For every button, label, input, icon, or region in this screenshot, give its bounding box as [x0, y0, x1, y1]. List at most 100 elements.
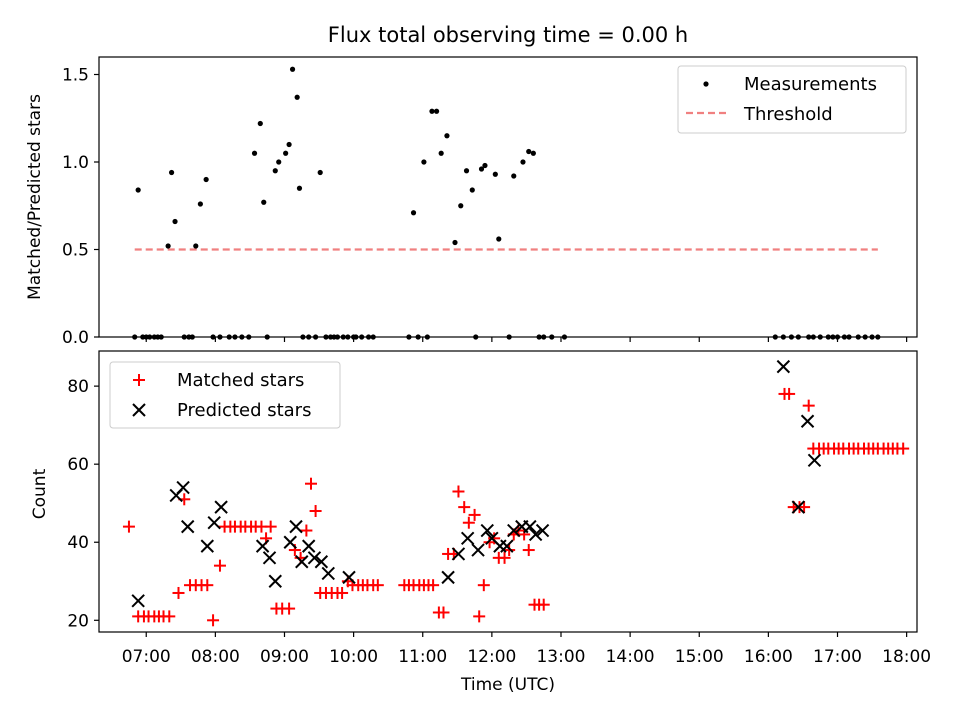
measurement-point — [286, 141, 292, 148]
bottom-y-tick-label: 20 — [67, 611, 89, 631]
bottom-legend: Matched stars Predicted stars — [109, 361, 341, 429]
measurement-point — [276, 159, 282, 165]
predicted-star-point — [342, 570, 356, 585]
bottom-x-tick-label: 13:00 — [536, 647, 585, 667]
bottom-plot-area — [122, 359, 910, 627]
predicted-star-point — [301, 539, 316, 553]
predicted-star-point — [507, 523, 521, 538]
matched-star-point — [452, 485, 465, 498]
matched-star-point — [897, 442, 910, 455]
top-chart-title: Flux total observing time = 0.00 h — [328, 23, 688, 47]
predicted-star-point — [214, 500, 228, 514]
measurement-point — [452, 239, 458, 246]
predicted-star-point — [181, 519, 195, 534]
measurement-point — [203, 176, 209, 183]
bottom-legend-box — [109, 361, 341, 429]
measurement-point — [168, 169, 175, 176]
bottom-panel: 20 40 60 80 07:00 08:00 09:00 10:00 11:00 12:00 1… — [30, 350, 931, 695]
top-plot-area — [132, 66, 881, 340]
measurement-point — [482, 162, 488, 169]
predicted-star-point — [460, 531, 475, 546]
bottom-axes-frame — [98, 350, 918, 633]
measurement-point — [511, 173, 517, 179]
predicted-star-point — [207, 516, 221, 530]
measurement-point — [193, 243, 199, 249]
measurement-point — [496, 236, 502, 242]
matched-star-point — [462, 516, 475, 529]
matched-star-point — [201, 579, 214, 592]
measurement-point — [317, 169, 323, 176]
measurement-point — [410, 210, 417, 216]
measurement-point — [272, 168, 278, 174]
predicted-star-point — [321, 566, 335, 581]
matched-star-point — [122, 520, 135, 533]
measurement-point — [458, 203, 464, 209]
matched-star-point — [488, 532, 501, 545]
top-legend-box — [677, 65, 907, 134]
measurement-point — [172, 218, 178, 225]
measurement-point — [433, 108, 440, 114]
bottom-x-tick-label: 11:00 — [398, 647, 447, 667]
matched-star-point — [458, 501, 471, 514]
bottom-x-tick-label: 09:00 — [260, 647, 309, 667]
measurement-point — [429, 108, 435, 114]
predicted-star-point — [255, 539, 270, 553]
predicted-star-point — [176, 480, 190, 495]
matched-star-point — [264, 520, 277, 533]
measurement-point — [463, 168, 470, 174]
measurement-point — [421, 159, 427, 165]
predicted-star-point — [307, 551, 322, 565]
measurement-point — [526, 148, 532, 155]
measurement-point — [444, 133, 450, 139]
predicted-legend-label: Predicted stars — [177, 400, 311, 421]
top-y-ticks: 0.0 0.5 1.0 1.5 — [62, 66, 99, 348]
matched-star-point — [172, 586, 185, 599]
measurement-point — [296, 185, 303, 191]
bottom-x-tick-label: 08:00 — [191, 647, 240, 667]
predicted-star-point — [791, 500, 806, 514]
top-y-tick-label: 0.0 — [62, 328, 89, 348]
matched-star-point — [207, 614, 220, 627]
measurement-point — [251, 150, 258, 156]
predicted-star-point — [314, 555, 329, 569]
measurement-point — [261, 199, 267, 205]
measurement-point — [492, 171, 498, 177]
predicted-star-point — [500, 539, 514, 553]
matched-legend-label: Matched stars — [177, 370, 304, 391]
top-y-tick-label: 1.5 — [62, 66, 89, 86]
measurement-point — [283, 150, 289, 156]
bottom-x-tick-label: 18:00 — [882, 647, 931, 667]
bottom-x-tick-label: 12:00 — [467, 647, 516, 667]
matched-star-point — [498, 551, 511, 564]
predicted-star-point — [451, 547, 466, 561]
bottom-x-tick-label: 14:00 — [606, 647, 655, 667]
measurements-legend-label: Measurements — [744, 74, 877, 95]
top-axes-frame — [98, 56, 918, 338]
predicted-star-point — [528, 527, 543, 542]
top-panel: 0.0 0.5 1.0 1.5 Matched/Predicted stars Mea… — [25, 56, 918, 348]
matched-star-point — [518, 528, 531, 541]
matched-star-point — [468, 508, 481, 521]
matched-star-point — [437, 606, 450, 619]
measurements-legend-marker — [703, 81, 709, 87]
bottom-y-tick-label: 80 — [67, 377, 89, 397]
measurement-point — [438, 150, 444, 156]
matched-star-point — [283, 602, 296, 615]
predicted-star-point — [283, 535, 297, 549]
predicted-star-point — [268, 574, 282, 588]
matched-star-point — [783, 387, 796, 400]
predicted-star-point — [441, 570, 455, 585]
predicted-star-point — [807, 453, 822, 467]
top-y-axis-label: Matched/Predicted stars — [25, 94, 45, 300]
measurement-point — [257, 120, 263, 127]
top-y-tick-label: 0.5 — [62, 241, 89, 261]
bottom-x-tick-label: 17:00 — [813, 647, 862, 667]
bottom-x-tick-label: 07:00 — [122, 647, 171, 667]
measurement-point — [478, 166, 485, 172]
matched-star-point — [473, 610, 486, 623]
top-x-ticks — [145, 337, 908, 342]
matched-star-point — [427, 579, 440, 592]
measurement-point — [520, 159, 526, 165]
predicted-star-point — [480, 523, 494, 538]
